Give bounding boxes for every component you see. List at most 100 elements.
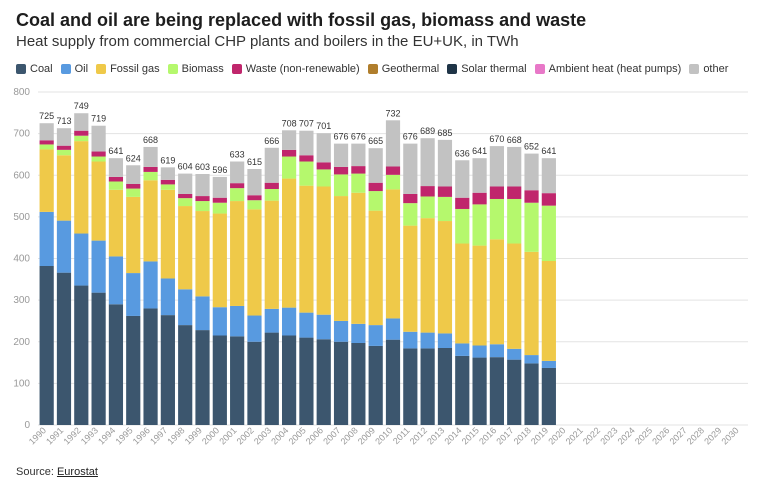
x-tick-label: 2001 [217, 425, 238, 446]
x-tick-label: 2009 [356, 425, 377, 446]
bar-segment [39, 140, 54, 145]
total-label: 665 [368, 136, 383, 146]
bar-segment [230, 188, 245, 202]
bar-segment [281, 130, 297, 150]
bar-segment [541, 360, 556, 368]
bar-segment [212, 335, 227, 425]
bar-segment [541, 205, 556, 261]
bar-segment [299, 337, 314, 425]
y-tick-label: 500 [13, 212, 30, 223]
x-tick-label: 2010 [373, 425, 394, 446]
source-label: Source: [16, 466, 57, 478]
bar-segment [437, 333, 453, 348]
x-tick-label: 1994 [96, 425, 117, 446]
bar-segment [368, 345, 383, 425]
x-tick-label: 2002 [235, 425, 256, 446]
legend-swatch [534, 64, 545, 74]
y-tick-label: 100 [13, 378, 30, 389]
bar-segment [489, 239, 505, 345]
total-label: 636 [455, 148, 470, 158]
x-tick-label: 1995 [113, 425, 134, 446]
bar-segment [178, 193, 193, 199]
bar-segment [160, 167, 175, 180]
y-tick-label: 700 [13, 129, 30, 140]
bar-segment [230, 201, 245, 306]
bar-segment [333, 320, 349, 342]
bar-segment [455, 197, 470, 209]
bar-segment [420, 186, 435, 197]
total-label: 708 [282, 118, 297, 128]
bar-segment [126, 315, 141, 425]
bar-segment [91, 240, 106, 293]
bar-segment [455, 355, 470, 425]
bar-segment [264, 332, 279, 425]
bar-segment [160, 315, 175, 425]
bar-segment [507, 146, 522, 187]
bar-segment [39, 211, 54, 266]
x-tick-label: 2013 [425, 425, 446, 446]
bar-segment [195, 296, 210, 331]
bar-segment [351, 323, 366, 343]
bar-segment [160, 179, 175, 185]
bar-segment [160, 189, 175, 279]
bar-segment [299, 155, 314, 162]
bar-segment [56, 220, 72, 273]
bar-segment [368, 191, 383, 211]
bar-segment [126, 273, 141, 316]
bar-segment [264, 147, 279, 183]
bar-segment [281, 307, 297, 336]
source-note: Source: Eurostat [16, 466, 98, 478]
bar-segment [178, 173, 193, 194]
bar-segment [299, 130, 314, 156]
source-link[interactable]: Eurostat [56, 466, 98, 478]
x-tick-label: 2026 [650, 425, 671, 446]
legend-label: Geothermal [381, 63, 440, 75]
bar-segment [91, 161, 106, 241]
bar-segment [403, 348, 418, 425]
bar-segment [541, 193, 556, 206]
bar-segment [281, 149, 297, 157]
total-label: 689 [420, 126, 435, 136]
bar-segment [507, 186, 522, 199]
bar-segment [299, 312, 314, 338]
legend-item: other [689, 63, 728, 75]
x-tick-label: 2025 [633, 425, 654, 446]
bar-segment [39, 149, 54, 212]
bar-segment [195, 201, 210, 212]
bar-segment [212, 197, 227, 203]
bar-segment [160, 278, 175, 316]
legend-swatch [231, 64, 242, 74]
bar-segment [56, 149, 72, 156]
total-label: 707 [299, 119, 314, 129]
bar-segment [91, 151, 106, 157]
bar-segment [74, 285, 89, 425]
bar-segment [195, 211, 210, 297]
y-tick-label: 0 [24, 420, 30, 431]
x-tick-label: 2006 [304, 425, 325, 446]
total-label: 641 [541, 146, 556, 156]
bar-segment [472, 192, 487, 205]
bar-segment [108, 158, 124, 177]
bar-segment [212, 307, 227, 336]
x-tick-label: 1996 [131, 425, 152, 446]
bar-segment [143, 166, 158, 172]
bar-segment [74, 130, 89, 136]
bar-segment [316, 314, 331, 340]
bar-segment [247, 209, 262, 316]
bar-segment [281, 335, 297, 425]
y-tick-label: 800 [13, 87, 30, 98]
bar-segment [472, 158, 487, 193]
total-label: 732 [385, 108, 400, 118]
bar-segment [212, 202, 227, 214]
x-tick-label: 2021 [564, 425, 585, 446]
bar-segment [507, 243, 522, 349]
bar-segment [472, 204, 487, 246]
x-tick-label: 2030 [720, 425, 741, 446]
total-label: 701 [316, 121, 331, 131]
bar-segment [437, 139, 453, 187]
x-tick-label: 2011 [391, 425, 412, 446]
bar-segment [74, 113, 89, 131]
legend-label: Solar thermal [461, 63, 527, 75]
bar-segment [56, 155, 72, 221]
bar-segment [455, 160, 470, 198]
